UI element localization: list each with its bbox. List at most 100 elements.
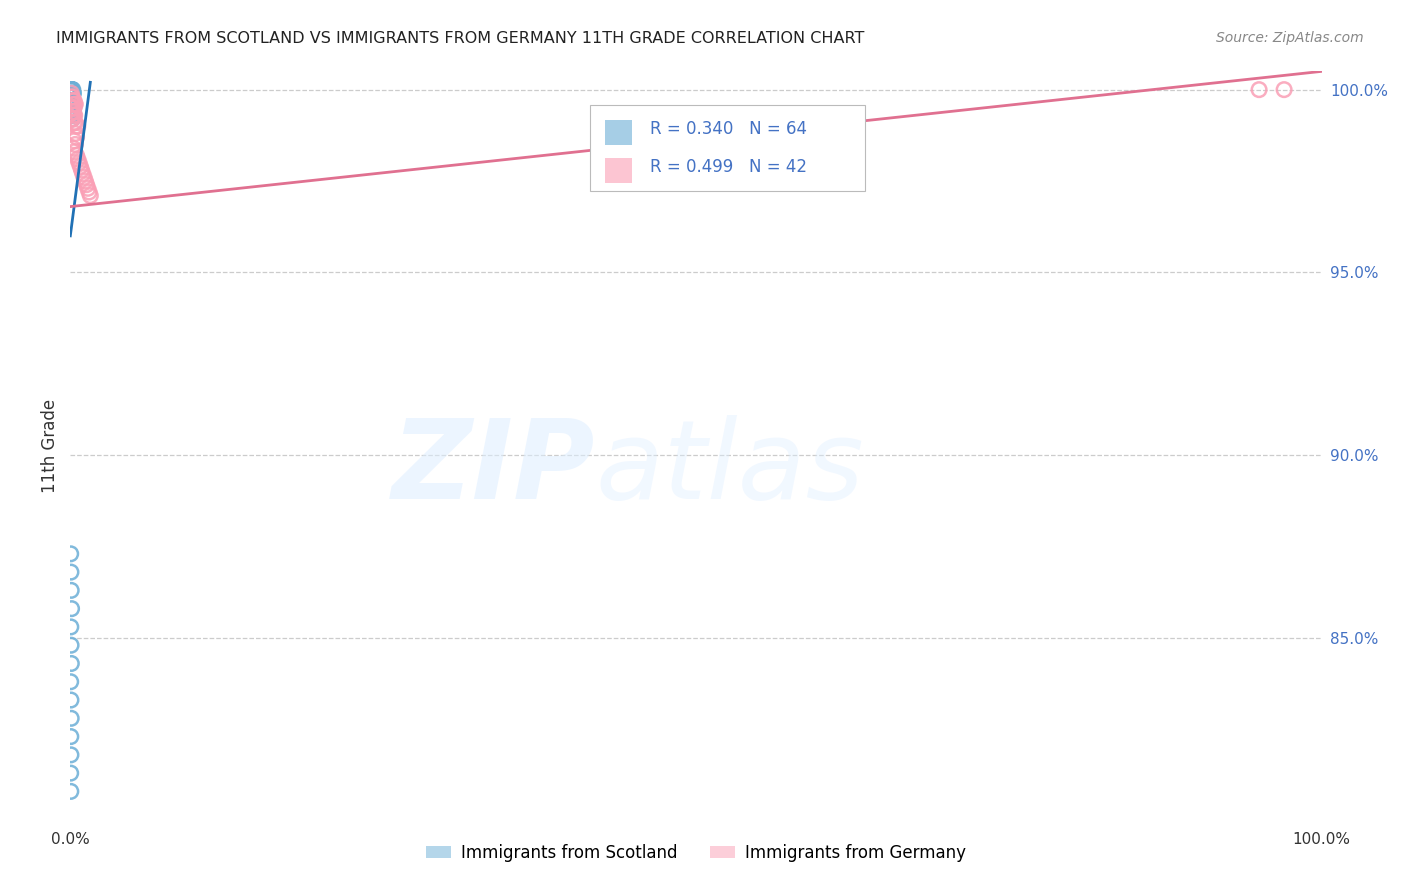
Text: R = 0.340   N = 64: R = 0.340 N = 64 xyxy=(650,120,807,138)
Point xyxy=(62,108,84,122)
Point xyxy=(62,101,84,115)
Point xyxy=(75,174,97,188)
Point xyxy=(62,94,84,108)
Point xyxy=(59,82,82,96)
Point xyxy=(76,181,98,195)
Point xyxy=(59,87,82,101)
Point xyxy=(62,94,84,108)
Point xyxy=(60,94,83,108)
Point xyxy=(59,784,82,798)
Point xyxy=(1249,82,1271,96)
Point xyxy=(60,601,83,615)
Point xyxy=(59,90,82,104)
Point xyxy=(63,94,86,108)
Point xyxy=(66,152,89,166)
Point xyxy=(60,90,83,104)
Point xyxy=(63,134,86,148)
Point xyxy=(62,82,84,96)
Point xyxy=(60,97,83,112)
Point xyxy=(59,565,82,579)
Point xyxy=(65,137,87,152)
Point xyxy=(60,97,83,112)
Point xyxy=(60,87,83,101)
Text: atlas: atlas xyxy=(596,415,865,522)
Text: ZIP: ZIP xyxy=(392,415,596,522)
Point xyxy=(62,94,84,108)
Point xyxy=(67,155,90,169)
Point xyxy=(62,104,84,119)
Point xyxy=(60,97,83,112)
Point xyxy=(62,112,84,126)
Legend: Immigrants from Scotland, Immigrants from Germany: Immigrants from Scotland, Immigrants fro… xyxy=(419,838,973,869)
Point xyxy=(60,87,83,101)
Point xyxy=(73,170,96,185)
Point xyxy=(60,711,83,725)
Point xyxy=(59,82,82,96)
Point xyxy=(65,119,87,133)
Point xyxy=(60,94,83,108)
Point xyxy=(60,97,83,112)
Point xyxy=(60,657,83,671)
Point xyxy=(63,145,86,159)
Point xyxy=(60,104,83,119)
Point xyxy=(60,90,83,104)
Point xyxy=(65,130,87,145)
Point xyxy=(60,97,83,112)
Text: R = 0.499   N = 42: R = 0.499 N = 42 xyxy=(650,158,807,176)
Point xyxy=(65,127,87,141)
Point xyxy=(60,94,83,108)
Point xyxy=(60,82,83,96)
Point xyxy=(60,82,83,96)
Point xyxy=(62,112,84,126)
Point xyxy=(60,583,83,598)
Point xyxy=(60,90,83,104)
Point xyxy=(60,94,83,108)
Point xyxy=(60,638,83,652)
Y-axis label: 11th Grade: 11th Grade xyxy=(41,399,59,493)
Point xyxy=(60,104,83,119)
Point xyxy=(60,101,83,115)
Point xyxy=(63,108,86,122)
Point xyxy=(79,188,101,202)
Point xyxy=(70,163,93,178)
Point xyxy=(60,94,83,108)
FancyBboxPatch shape xyxy=(605,120,633,145)
Point xyxy=(62,104,84,119)
Point xyxy=(60,90,83,104)
Point xyxy=(62,101,84,115)
Point xyxy=(65,97,87,112)
Point xyxy=(59,94,82,108)
Point xyxy=(60,101,83,115)
Point xyxy=(63,97,86,112)
Point xyxy=(76,178,98,192)
Point xyxy=(60,108,83,122)
Point xyxy=(62,87,84,101)
Point xyxy=(59,620,82,634)
Point xyxy=(69,160,91,174)
Point xyxy=(62,104,84,119)
Point xyxy=(59,730,82,744)
Point xyxy=(60,112,83,126)
Point xyxy=(60,97,83,112)
Point xyxy=(65,148,87,162)
Point xyxy=(59,766,82,780)
Point xyxy=(60,90,83,104)
Point xyxy=(60,82,83,96)
Point xyxy=(63,115,86,129)
Point xyxy=(62,87,84,101)
Point xyxy=(63,108,86,122)
Point xyxy=(60,101,83,115)
Point xyxy=(63,101,86,115)
Point xyxy=(62,97,84,112)
Point xyxy=(60,87,83,101)
Point xyxy=(60,87,83,101)
Point xyxy=(60,101,83,115)
FancyBboxPatch shape xyxy=(605,158,633,183)
FancyBboxPatch shape xyxy=(589,105,865,191)
Point xyxy=(59,693,82,707)
Text: Source: ZipAtlas.com: Source: ZipAtlas.com xyxy=(1216,31,1364,45)
Point xyxy=(60,94,83,108)
Point xyxy=(59,90,82,104)
Point xyxy=(60,90,83,104)
Point xyxy=(59,82,82,96)
